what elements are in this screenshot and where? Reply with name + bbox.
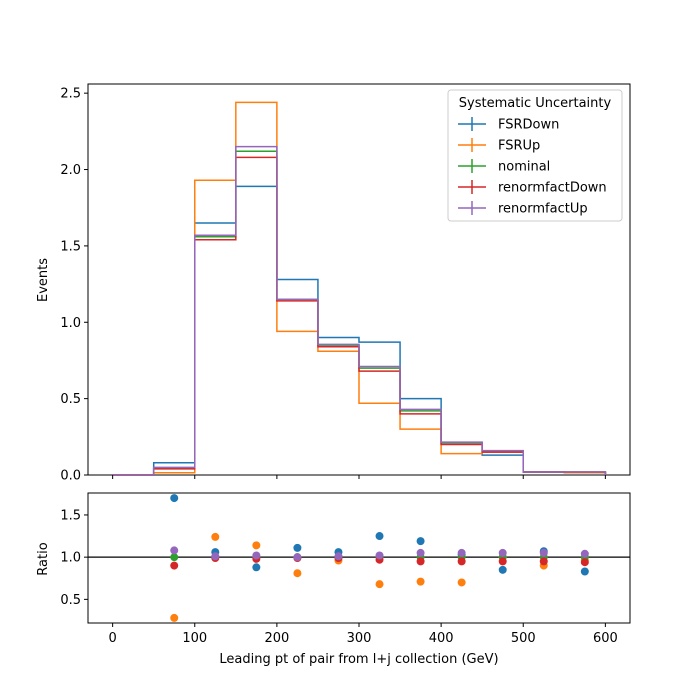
ratio-point-nominal xyxy=(170,553,179,562)
ratio-point-FSRDown xyxy=(580,567,589,576)
x-tick-label: 600 xyxy=(593,631,618,646)
ratio-point-FSRDown xyxy=(293,543,302,552)
legend-label-renormfactUp: renormfactUp xyxy=(498,202,588,217)
legend-frame xyxy=(447,89,623,222)
main-y-tick-label: 2.5 xyxy=(60,87,81,102)
main-histogram-lines xyxy=(112,101,607,476)
main-y-tick-label: 0.0 xyxy=(60,469,81,484)
main-ylabel: Events xyxy=(36,258,51,302)
ratio-point-FSRUp xyxy=(375,580,384,589)
ratio-y-ticks: 0.5 1.0 1.5 xyxy=(60,508,88,608)
ratio-point-renormfactUp xyxy=(334,552,343,561)
ratio-point-FSRDown xyxy=(252,563,261,572)
ratio-point-FSRUp xyxy=(293,569,302,578)
ratio-point-renormfactUp xyxy=(457,548,466,557)
main-panel: 0.0 0.5 1.0 1.5 2.0 2.5 Events xyxy=(36,83,631,484)
ratio-point-FSRDown xyxy=(375,532,384,541)
ratio-point-renormfactUp xyxy=(375,551,384,560)
ratio-point-FSRDown xyxy=(416,537,425,546)
x-tick-label: 0 xyxy=(108,631,116,646)
x-axis-label: Leading pt of pair from l+j collection (… xyxy=(219,652,498,667)
main-y-tick-label: 2.0 xyxy=(60,163,81,178)
ratio-point-renormfactUp xyxy=(580,549,589,558)
ratio-point-renormfactDown xyxy=(498,557,507,566)
x-tick-label: 400 xyxy=(429,631,454,646)
ratio-point-FSRUp xyxy=(416,577,425,586)
ratio-point-renormfactDown xyxy=(416,557,425,566)
ratio-point-FSRUp xyxy=(252,541,261,550)
ratio-point-renormfactUp xyxy=(498,548,507,557)
ratio-panel: 0.5 1.0 1.5 Ratio xyxy=(36,492,631,624)
legend-label-nominal: nominal xyxy=(498,160,550,175)
ratio-point-FSRUp xyxy=(211,532,220,541)
x-tick-label: 300 xyxy=(347,631,372,646)
ratio-point-renormfactDown xyxy=(170,561,179,570)
ratio-point-FSRDown xyxy=(498,565,507,574)
legend: Systematic Uncertainty FSRDown FSRUp nomin… xyxy=(447,89,623,222)
legend-label-renormfactDown: renormfactDown xyxy=(498,181,607,196)
legend-entries: FSRDown FSRUp nominal renormfactDown renormf… xyxy=(458,117,607,217)
legend-title: Systematic Uncertainty xyxy=(459,96,612,111)
ratio-point-renormfactUp xyxy=(539,548,548,557)
main-y-tick-label: 1.0 xyxy=(60,316,81,331)
ratio-point-FSRUp xyxy=(457,578,466,587)
series-line-renormfactUp xyxy=(112,145,607,476)
ratio-point-renormfactUp xyxy=(416,548,425,557)
main-y-tick-label: 0.5 xyxy=(60,392,81,407)
x-tick-label: 200 xyxy=(264,631,289,646)
x-tick-label: 100 xyxy=(182,631,207,646)
ratio-point-renormfactUp xyxy=(293,553,302,562)
ratio-point-renormfactUp xyxy=(211,552,220,561)
main-y-tick-label: 1.5 xyxy=(60,239,81,254)
ratio-point-renormfactDown xyxy=(539,557,548,566)
ratio-y-tick-label: 0.5 xyxy=(60,593,81,608)
ratio-point-FSRDown xyxy=(170,494,179,503)
ratio-point-renormfactUp xyxy=(170,546,179,555)
ratio-y-tick-label: 1.0 xyxy=(60,551,81,566)
x-axis-ticks: 0 100 200 300 400 500 600 xyxy=(108,475,618,646)
ratio-points xyxy=(170,494,589,622)
ratio-y-tick-label: 1.5 xyxy=(60,508,81,523)
ratio-point-renormfactDown xyxy=(457,557,466,566)
main-y-ticks: 0.0 0.5 1.0 1.5 2.0 2.5 xyxy=(60,87,88,484)
x-tick-label: 500 xyxy=(511,631,536,646)
ratio-point-FSRUp xyxy=(170,613,179,622)
legend-label-FSRDown: FSRDown xyxy=(498,118,559,133)
ratio-point-renormfactDown xyxy=(580,558,589,567)
legend-label-FSRUp: FSRUp xyxy=(498,139,540,154)
ratio-point-renormfactUp xyxy=(252,551,261,560)
ratio-ylabel: Ratio xyxy=(36,542,51,575)
